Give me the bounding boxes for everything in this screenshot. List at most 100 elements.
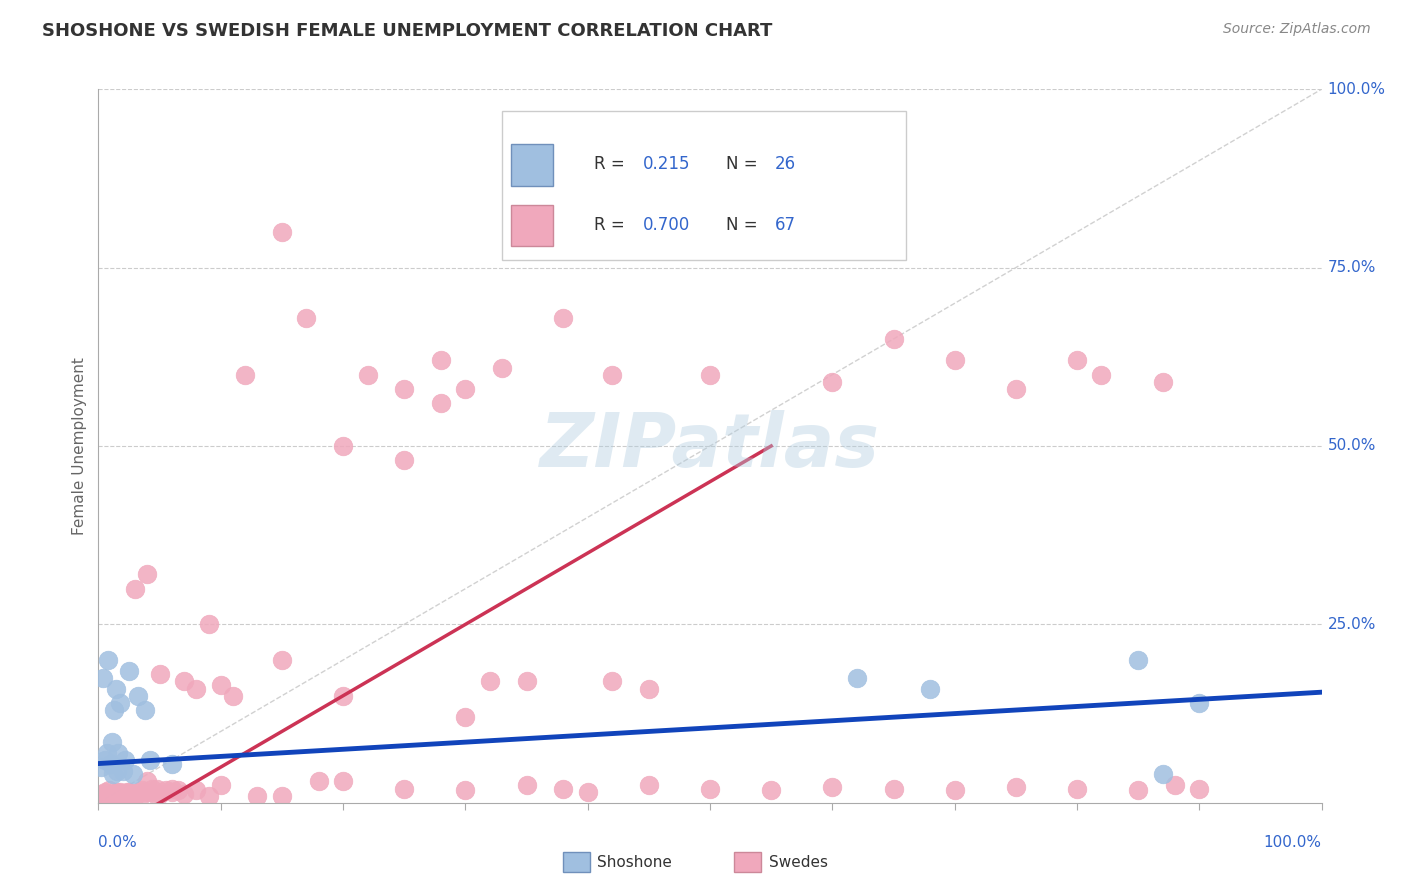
Point: [1066, 781, 1088, 796]
Point: [1128, 783, 1150, 797]
Point: [430, 396, 453, 410]
Point: [761, 783, 783, 797]
Point: [90, 760, 112, 774]
Point: [146, 781, 169, 796]
FancyBboxPatch shape: [734, 852, 762, 872]
Point: [129, 790, 152, 805]
Point: [139, 753, 162, 767]
Point: [1152, 767, 1174, 781]
Text: 0.0%: 0.0%: [98, 835, 138, 850]
Point: [197, 789, 219, 803]
Point: [110, 696, 132, 710]
Point: [103, 787, 125, 801]
Point: [105, 764, 128, 778]
Point: [233, 368, 256, 382]
Text: SHOSHONE VS SWEDISH FEMALE UNEMPLOYMENT CORRELATION CHART: SHOSHONE VS SWEDISH FEMALE UNEMPLOYMENT …: [42, 22, 772, 40]
Point: [101, 767, 124, 781]
Y-axis label: Female Unemployment: Female Unemployment: [72, 357, 87, 535]
Point: [97, 790, 120, 805]
Point: [699, 368, 721, 382]
Point: [454, 783, 477, 797]
Point: [124, 789, 146, 803]
Point: [115, 785, 138, 799]
Point: [96, 789, 118, 803]
Point: [104, 681, 127, 696]
Point: [160, 781, 183, 796]
Text: 100.0%: 100.0%: [1264, 835, 1322, 850]
Point: [1164, 778, 1187, 792]
Point: [149, 787, 172, 801]
Point: [90, 790, 112, 805]
Point: [454, 710, 477, 724]
Point: [131, 783, 153, 797]
Point: [943, 353, 966, 368]
Point: [576, 785, 599, 799]
FancyBboxPatch shape: [564, 852, 591, 872]
Point: [121, 789, 143, 803]
Point: [160, 785, 183, 799]
Text: 100.0%: 100.0%: [1327, 82, 1386, 96]
Text: Swedes: Swedes: [769, 855, 828, 870]
Text: R =: R =: [593, 216, 630, 234]
Point: [1066, 353, 1088, 368]
Point: [209, 778, 232, 792]
Point: [699, 781, 721, 796]
Point: [103, 703, 125, 717]
Text: 50.0%: 50.0%: [1327, 439, 1376, 453]
Point: [600, 368, 623, 382]
Point: [105, 785, 128, 799]
Point: [122, 790, 145, 805]
Point: [114, 753, 136, 767]
Point: [134, 785, 156, 799]
Point: [308, 774, 330, 789]
Point: [392, 453, 416, 467]
Point: [143, 787, 166, 801]
Point: [270, 789, 294, 803]
Point: [332, 774, 354, 789]
Point: [107, 746, 129, 760]
Text: N =: N =: [725, 155, 763, 173]
Point: [478, 674, 501, 689]
Point: [295, 310, 318, 325]
Point: [114, 790, 136, 805]
Point: [1188, 781, 1211, 796]
Point: [821, 780, 844, 794]
Point: [91, 790, 114, 805]
Text: 26: 26: [775, 155, 796, 173]
Text: N =: N =: [725, 216, 763, 234]
Point: [883, 332, 905, 346]
Text: 0.215: 0.215: [643, 155, 690, 173]
Point: [121, 767, 143, 781]
Point: [134, 703, 156, 717]
Text: R =: R =: [593, 155, 630, 173]
Point: [111, 790, 134, 805]
Point: [173, 787, 195, 801]
Point: [93, 753, 115, 767]
Point: [392, 382, 416, 396]
Point: [270, 225, 294, 239]
Point: [186, 783, 208, 797]
Point: [127, 785, 149, 799]
Point: [553, 310, 575, 325]
Point: [1128, 653, 1150, 667]
Point: [112, 787, 135, 801]
Point: [108, 787, 131, 801]
Text: 25.0%: 25.0%: [1327, 617, 1376, 632]
Point: [222, 689, 245, 703]
Point: [136, 774, 159, 789]
Point: [167, 783, 190, 797]
Point: [515, 778, 537, 792]
Point: [127, 689, 149, 703]
FancyBboxPatch shape: [510, 145, 554, 186]
Point: [356, 368, 378, 382]
Point: [101, 735, 124, 749]
Text: Source: ZipAtlas.com: Source: ZipAtlas.com: [1223, 22, 1371, 37]
Point: [160, 756, 183, 771]
Point: [139, 785, 162, 799]
Point: [515, 674, 537, 689]
Point: [91, 787, 114, 801]
Point: [100, 789, 122, 803]
Point: [104, 790, 127, 805]
Point: [332, 689, 354, 703]
Point: [186, 681, 208, 696]
